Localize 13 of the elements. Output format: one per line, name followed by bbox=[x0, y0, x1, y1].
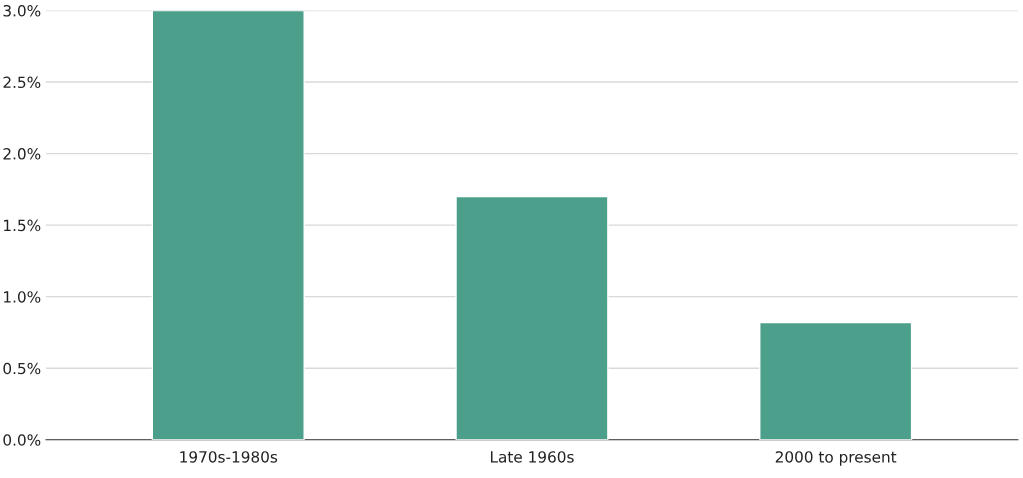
y-tick-label: 0.5% bbox=[3, 362, 41, 375]
y-tick-label: 2.5% bbox=[3, 76, 41, 89]
y-tick-label: 1.5% bbox=[4, 219, 41, 232]
bar bbox=[759, 321, 913, 440]
y-tick-label: 2.0% bbox=[3, 148, 41, 160]
y-tick-label: 1.0% bbox=[4, 291, 41, 303]
x-tick-label: 1970s-1980s bbox=[180, 451, 278, 463]
bar bbox=[455, 195, 609, 440]
x-tick-label: 2000 to present bbox=[775, 451, 897, 466]
x-tick-label: Late 1960s bbox=[490, 451, 574, 463]
y-tick-label: 0.0% bbox=[3, 434, 41, 446]
y-tick-label: 3.0% bbox=[3, 4, 41, 17]
bar bbox=[151, 10, 305, 440]
